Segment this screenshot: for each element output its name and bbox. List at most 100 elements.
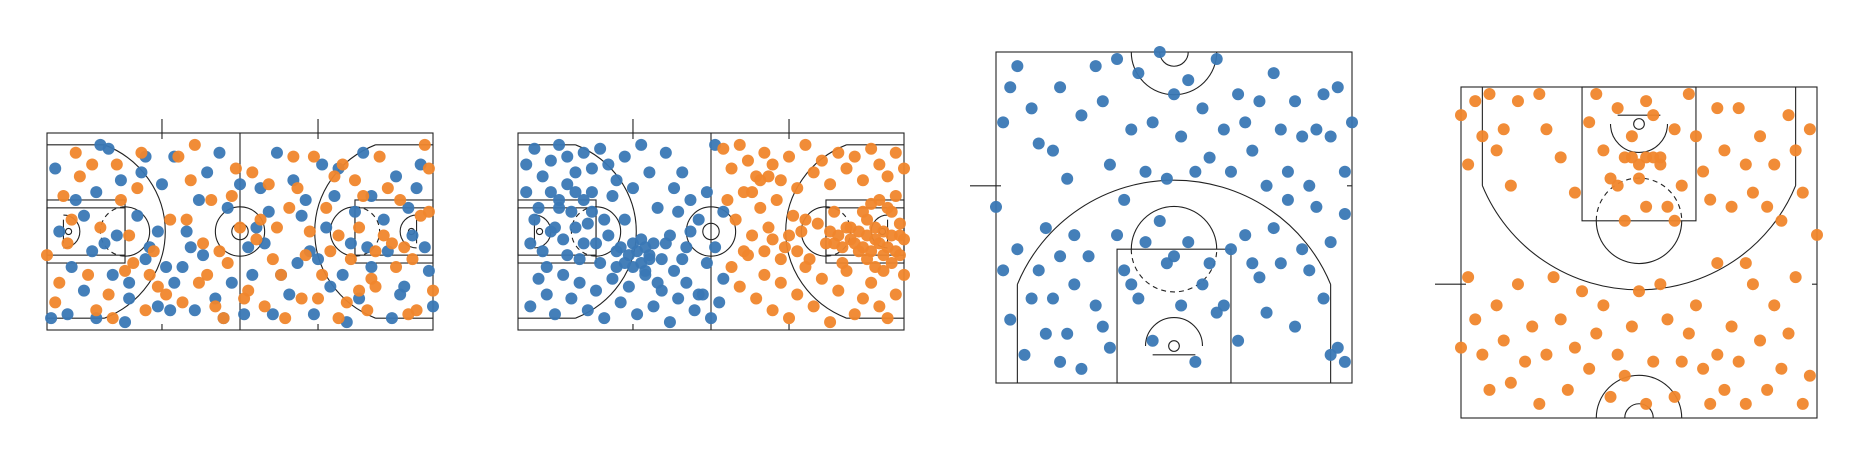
shot-point [832,229,845,242]
shot-point [164,213,177,226]
shot-point [1597,144,1610,157]
shot-point [147,245,160,258]
shot-point [893,217,906,230]
shot-point [422,162,435,175]
shot-point [783,229,796,242]
shot-point [762,170,775,183]
shot-point [1075,109,1088,122]
shot-point [98,237,111,250]
shot-point [1711,102,1724,115]
shot-point [1146,334,1159,347]
shot-point [1718,383,1731,396]
shot-point [155,178,168,191]
shot-point [1476,348,1489,361]
shot-point [123,229,136,242]
shot-point [197,249,210,262]
shot-point [160,260,173,273]
shot-point [1640,397,1653,410]
shot-point [1068,229,1081,242]
shot-point [1782,327,1795,340]
shot-point [548,308,561,321]
shot-point [385,237,398,250]
shot-point [1618,214,1631,227]
full-court-panel-1 [41,119,439,331]
shot-point [1761,383,1774,396]
shot-point [45,312,58,325]
shot-point [729,213,742,226]
shot-point [1125,123,1138,136]
shot-point [229,162,242,175]
shot-point [709,241,722,254]
shot-point [1547,271,1560,284]
shot-point [1310,200,1323,213]
shot-point [262,205,275,218]
shot-point [590,284,603,297]
shot-point [221,201,234,214]
shot-point [688,304,701,317]
shot-point [626,237,639,250]
shot-point [1583,362,1596,375]
shot-point [1647,355,1660,368]
shot-point [123,276,136,289]
shot-point [1789,271,1802,284]
shot-point [1303,179,1316,192]
shot-point [565,205,578,218]
shot-point [1274,257,1287,270]
shot-point [602,158,615,171]
shot-point [114,193,127,206]
shot-point [172,150,185,163]
shot-point [340,296,353,309]
shot-point [266,253,279,266]
shot-point [410,304,423,317]
shot-point [312,253,325,266]
shot-point [1739,158,1752,171]
shot-point [1504,179,1517,192]
shot-point [594,257,607,270]
shot-point [1554,313,1567,326]
shot-point [622,280,635,293]
shot-point [815,272,828,285]
shot-point [1338,165,1351,178]
shot-point [840,264,853,277]
shot-point [832,146,845,159]
shot-point [1054,355,1067,368]
shot-point [676,253,689,266]
hoop [535,227,544,236]
shot-point [544,154,557,167]
shot-point [1497,334,1510,347]
shot-point [1310,123,1323,136]
shot-point [561,178,574,191]
shot-point [1647,109,1660,122]
free-throw-arc [125,206,151,257]
shot-point [225,190,238,203]
shot-point [1182,74,1195,87]
shot-point [1754,130,1767,143]
shot-point [1175,299,1188,312]
shot-point [1089,299,1102,312]
shot-point [684,225,697,238]
shot-point [590,237,603,250]
shot-point [1246,144,1259,157]
shot-point [672,292,685,305]
shot-point [557,233,570,246]
restricted-area-arc [1144,317,1204,347]
shot-point [307,150,320,163]
shot-point [1253,271,1266,284]
shot-point [160,288,173,301]
shot-point [676,166,689,179]
shot-point [242,284,255,297]
shot-point [696,288,709,301]
shot-point [1675,355,1688,368]
shot-point [1175,130,1188,143]
shot-point [680,241,693,254]
shot-point [663,316,676,329]
shot-point [262,178,275,191]
shot-point [77,284,90,297]
shot-point [427,300,439,313]
shot-point [553,138,566,151]
shot-point [1455,341,1467,354]
shot-point [1182,236,1195,249]
shot-point [643,166,656,179]
shot-point [614,241,627,254]
shot-point [1232,88,1245,101]
